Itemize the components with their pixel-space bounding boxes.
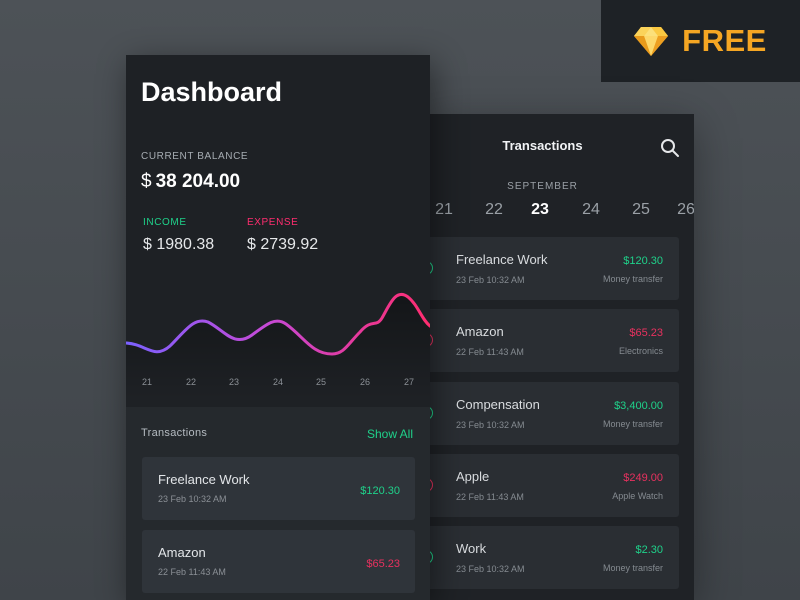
transaction-category: Electronics	[618, 346, 663, 356]
transactions-screen-title: Transactions	[502, 138, 583, 153]
transaction-name: Freelance Work	[158, 472, 250, 487]
current-balance-value: $38 204.00	[141, 171, 240, 193]
transactions-screen: Transactions SEPTEMBER 21 22 23 24 25 26…	[425, 114, 694, 600]
dashboard-screen: Dashboard CURRENT BALANCE $38 204.00 INC…	[126, 55, 430, 600]
transactions-section-title: Transactions	[141, 427, 208, 439]
currency-symbol: $	[141, 171, 152, 192]
free-label: FREE	[682, 23, 767, 58]
transaction-category: Money transfer	[602, 274, 663, 284]
day-23-selected[interactable]: 23	[531, 201, 549, 218]
transaction-date: 23 Feb 10:32 AM	[158, 494, 227, 504]
sketch-diamond-icon	[634, 27, 669, 56]
show-all-link[interactable]: Show All	[366, 427, 413, 441]
transaction-amount: $3,400.00	[614, 400, 663, 412]
transaction-amount: $120.30	[360, 485, 400, 497]
transaction-category: Money transfer	[602, 419, 663, 429]
transaction-name: Compensation	[456, 397, 540, 412]
expense-label: EXPENSE	[247, 217, 299, 228]
balance-amount: 38 204.00	[155, 171, 241, 192]
search-icon[interactable]	[660, 138, 680, 158]
transaction-amount: $2.30	[635, 544, 663, 556]
transaction-name: Apple	[456, 469, 490, 484]
transaction-name: Amazon	[158, 545, 206, 560]
day-22[interactable]: 22	[485, 201, 503, 218]
transaction-item[interactable]: Amazon 22 Feb 11:43 AM $65.23	[142, 530, 415, 593]
income-value: $ 1980.38	[143, 236, 215, 253]
chart-day-label: 26	[359, 377, 370, 387]
transaction-item[interactable]: Amazon 22 Feb 11:43 AM $65.23 Electronic…	[425, 309, 679, 372]
income-label: INCOME	[143, 217, 187, 228]
transaction-amount: $120.30	[623, 255, 663, 267]
day-26[interactable]: 26	[677, 201, 694, 218]
chart-day-label: 24	[272, 377, 283, 387]
transaction-category: Money transfer	[602, 563, 663, 573]
month-label: SEPTEMBER	[507, 181, 578, 192]
free-badge: FREE	[601, 0, 800, 82]
recent-transactions-panel: Transactions Show All Freelance Work 23 …	[126, 407, 430, 600]
chart-shadow-area	[126, 294, 430, 400]
page-title: Dashboard	[141, 77, 283, 107]
day-25[interactable]: 25	[632, 201, 650, 218]
transaction-category: Apple Watch	[612, 491, 663, 501]
expense-value: $ 2739.92	[247, 236, 319, 253]
transaction-date: 23 Feb 10:32 AM	[456, 275, 525, 285]
transaction-date: 22 Feb 11:43 AM	[456, 347, 524, 357]
chart-line	[126, 293, 430, 356]
transaction-name: Amazon	[456, 324, 504, 339]
chart-day-label: 23	[228, 377, 239, 387]
transaction-amount: $249.00	[623, 472, 663, 484]
day-21[interactable]: 21	[435, 201, 453, 218]
day-24[interactable]: 24	[582, 201, 600, 218]
transaction-date: 22 Feb 11:43 AM	[456, 492, 524, 502]
transaction-date: 22 Feb 11:43 AM	[158, 567, 226, 577]
transaction-date: 23 Feb 10:32 AM	[456, 420, 525, 430]
chart-day-label: 21	[141, 377, 152, 387]
chart-day-label: 25	[315, 377, 326, 387]
transaction-item[interactable]: Compensation 23 Feb 10:32 AM $3,400.00 M…	[425, 382, 679, 445]
transaction-item[interactable]: Apple 22 Feb 11:43 AM $249.00 Apple Watc…	[425, 454, 679, 517]
balance-line-chart	[126, 293, 430, 400]
transaction-date: 23 Feb 10:32 AM	[456, 564, 525, 574]
chart-day-label: 27	[403, 377, 414, 387]
transaction-item[interactable]: Work 23 Feb 10:32 AM $2.30 Money transfe…	[425, 526, 679, 589]
transaction-item[interactable]: Freelance Work 23 Feb 10:32 AM $120.30	[142, 457, 415, 520]
transaction-amount: $65.23	[366, 558, 400, 570]
chart-day-label: 22	[185, 377, 196, 387]
current-balance-label: CURRENT BALANCE	[141, 151, 249, 162]
transaction-item[interactable]: Freelance Work 23 Feb 10:32 AM $120.30 M…	[425, 237, 679, 300]
transaction-amount: $65.23	[629, 327, 663, 339]
transaction-name: Freelance Work	[456, 252, 548, 267]
day-selector: 21 22 23 24 25 26	[425, 201, 694, 225]
transaction-name: Work	[456, 541, 487, 556]
